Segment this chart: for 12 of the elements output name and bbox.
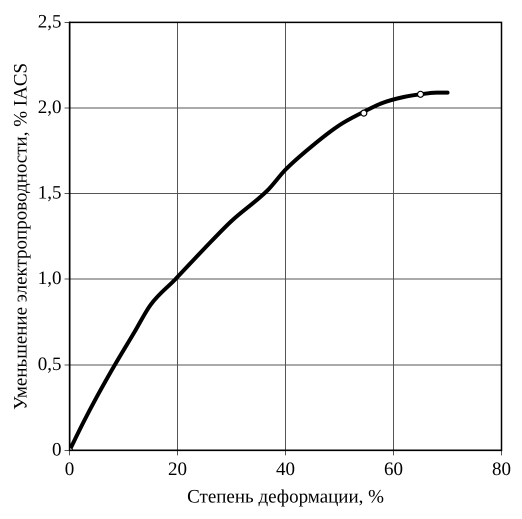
x-tick-label: 60 [384,458,404,480]
x-axis-title: Степень деформации, % [187,486,384,508]
y-axis-title: Уменьшение электропроводности, % IACS [10,62,32,410]
x-tick-label: 80 [492,458,511,480]
x-tick-label: 40 [276,458,296,480]
y-tick-label: 2,5 [38,11,62,32]
y-tick-label: 0,5 [38,354,62,375]
y-tick-label: 2,0 [38,96,62,118]
x-tick-label: 20 [168,458,188,480]
y-tick-label: 0 [52,439,62,460]
y-tick-label: 1,0 [38,268,62,290]
y-tick-label: 1,5 [38,182,62,204]
